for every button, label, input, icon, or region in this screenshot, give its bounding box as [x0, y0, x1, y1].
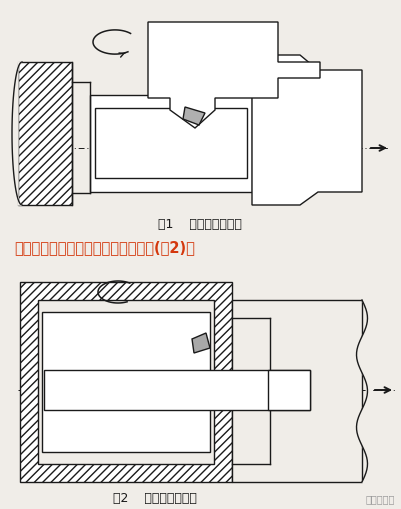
Bar	[90, 95, 251, 192]
Bar	[95, 108, 246, 178]
Text: 图2    反向切削内螺纹: 图2 反向切削内螺纹	[113, 492, 196, 505]
Bar	[44, 370, 309, 410]
Polygon shape	[251, 55, 361, 205]
Bar	[38, 300, 213, 464]
Bar	[231, 300, 361, 482]
Bar	[42, 312, 209, 452]
Bar	[267, 370, 309, 410]
Text: 图1    反向切削外螺纹: 图1 反向切削外螺纹	[158, 218, 241, 231]
Polygon shape	[12, 62, 22, 205]
Text: 车内螺纹时，磨一把反向内螺纹车刀(图2)。: 车内螺纹时，磨一把反向内螺纹车刀(图2)。	[14, 240, 194, 255]
Bar	[18, 62, 72, 205]
Text: 美易机械题: 美易机械题	[365, 494, 394, 504]
Bar	[18, 62, 72, 205]
Bar	[20, 282, 231, 482]
Bar	[20, 282, 231, 482]
Polygon shape	[182, 107, 205, 125]
Polygon shape	[192, 333, 209, 353]
Polygon shape	[148, 22, 319, 128]
